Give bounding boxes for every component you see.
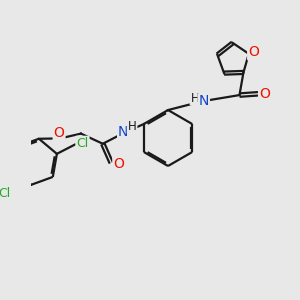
Text: O: O [259,87,270,101]
Text: Cl: Cl [0,187,11,200]
Text: O: O [113,157,124,171]
Text: O: O [248,45,259,59]
Text: H: H [190,92,199,104]
Text: N: N [199,94,209,108]
Text: Cl: Cl [76,137,88,150]
Text: H: H [128,120,136,133]
Text: O: O [54,126,64,140]
Text: N: N [118,125,128,139]
